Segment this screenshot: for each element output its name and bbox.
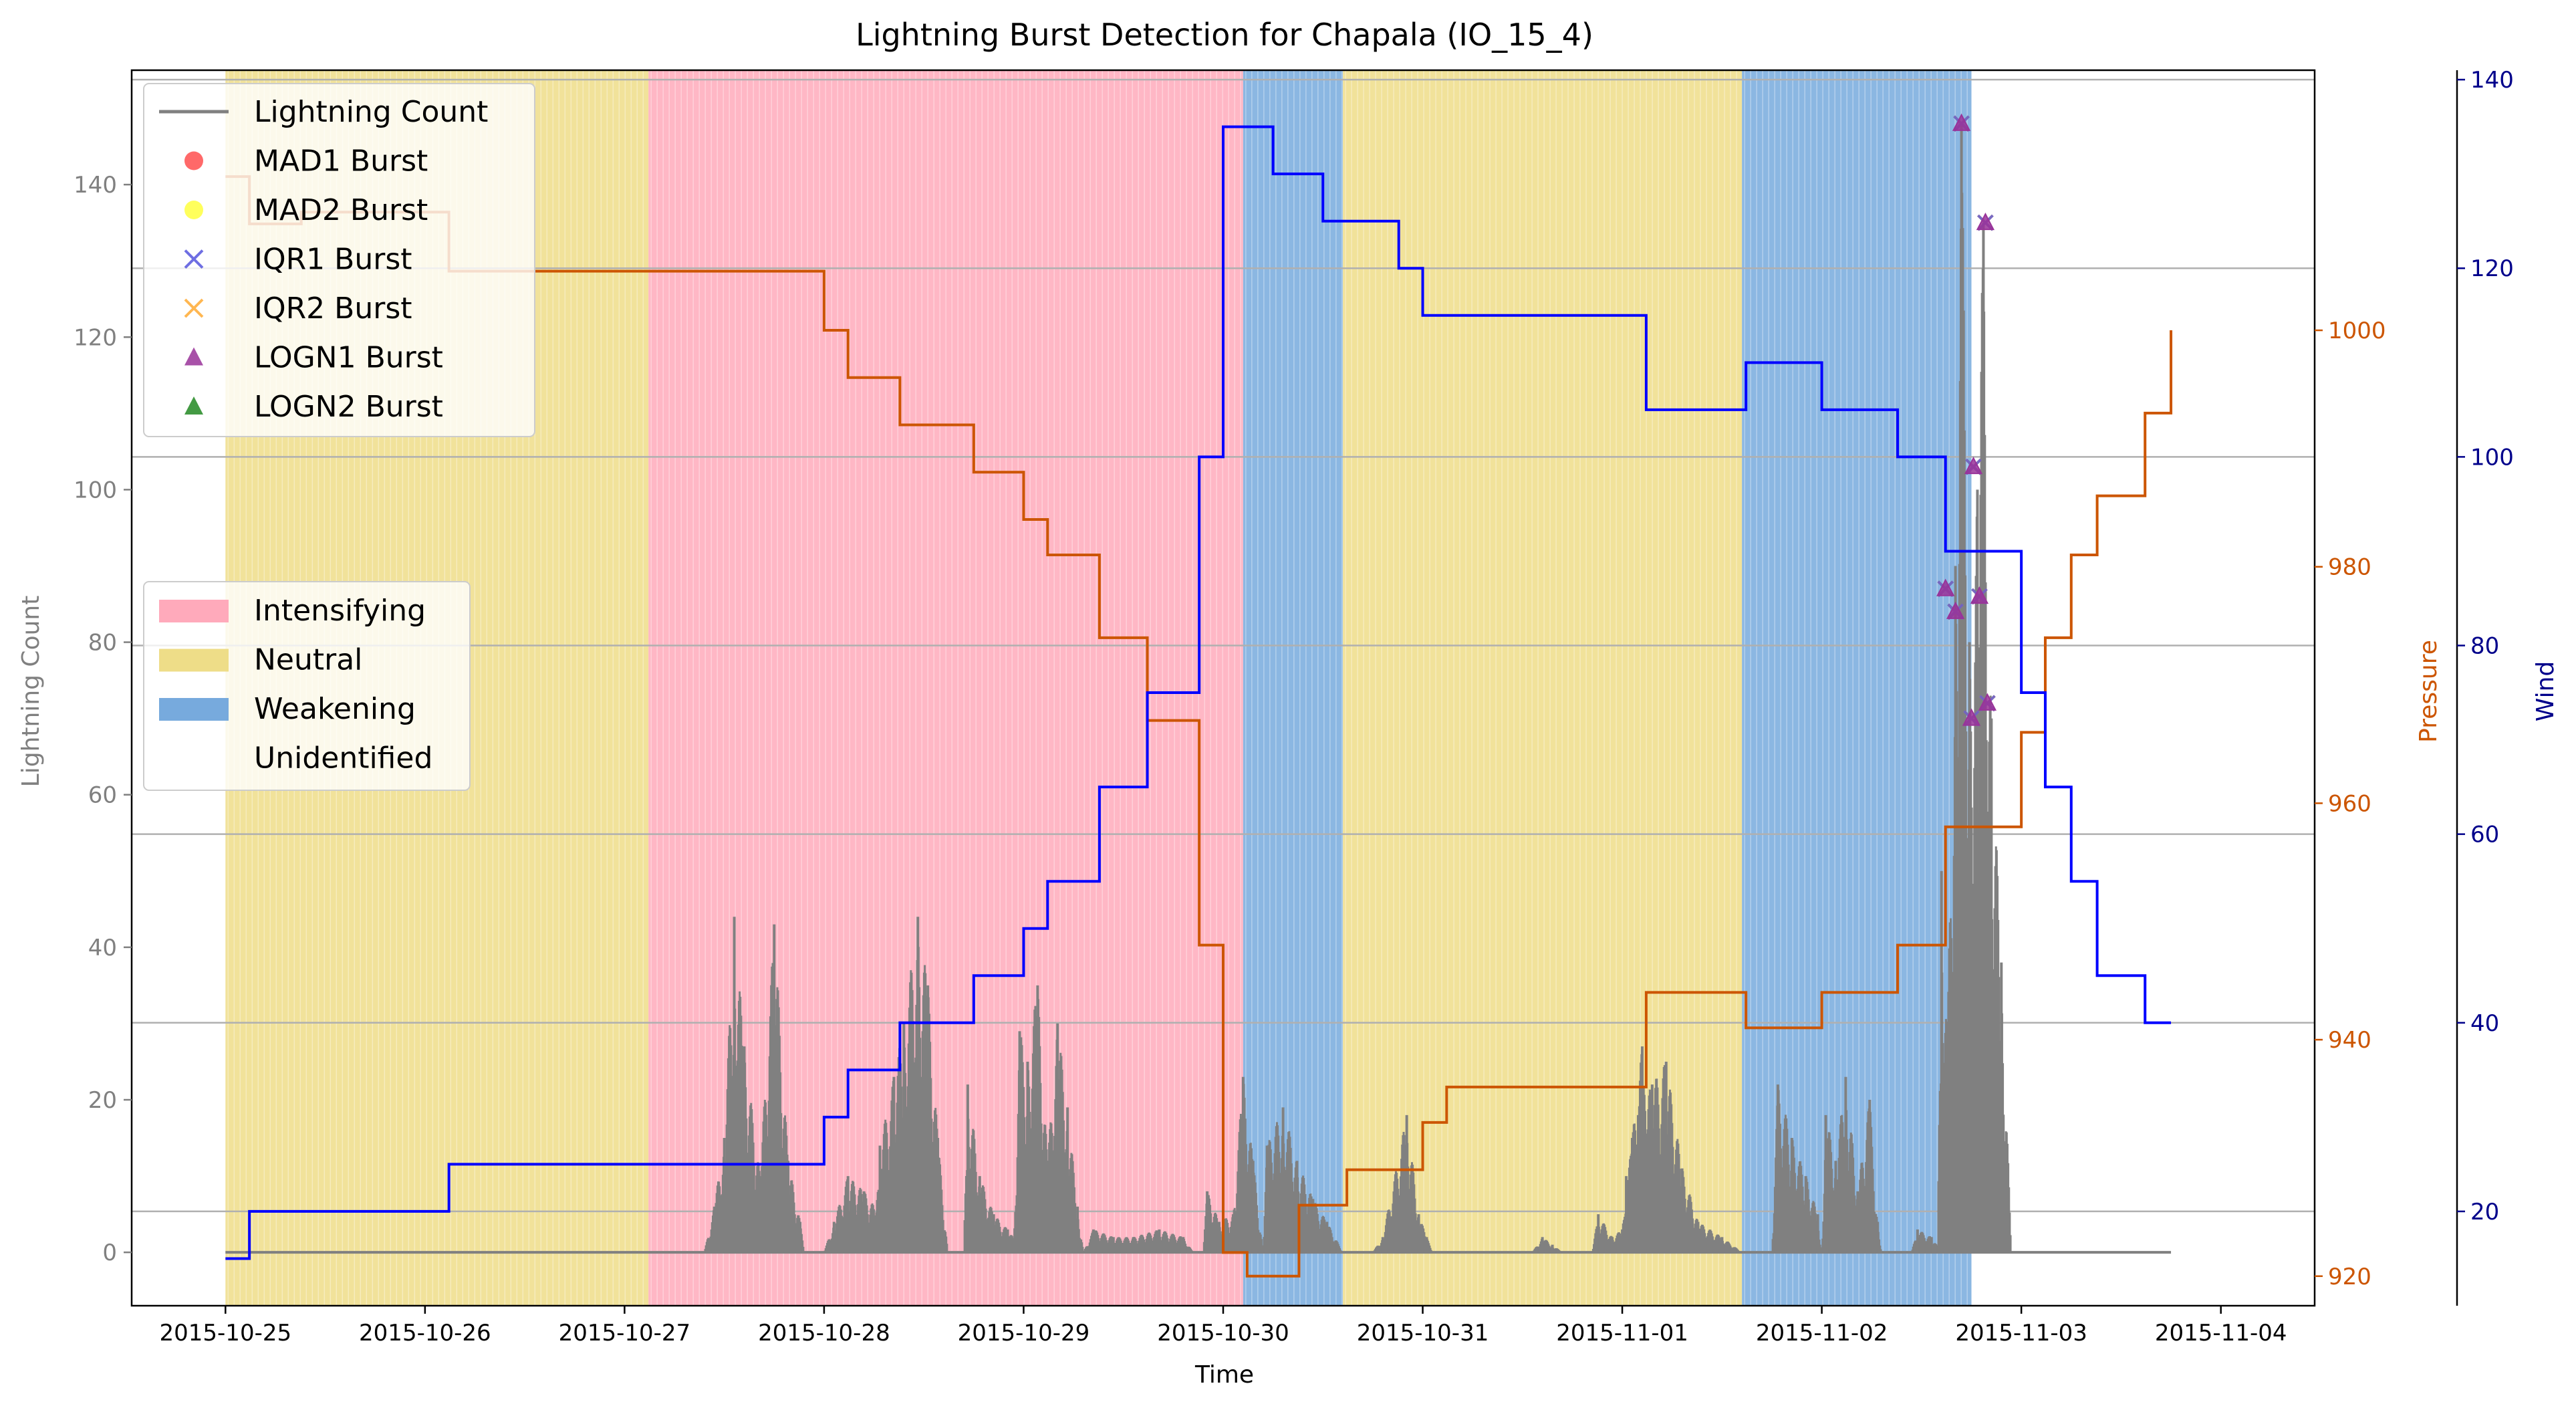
legend-triangle-swatch — [184, 396, 203, 415]
logn1-burst-marker — [1976, 212, 1995, 231]
logn1-burst-marker — [1936, 578, 1955, 596]
legend-triangle-swatch — [184, 347, 203, 366]
pressure-tick-label: 1000 — [2328, 318, 2386, 344]
legend-label: IQR1 Burst — [254, 243, 412, 277]
x-axis-label: Time — [1194, 1361, 1254, 1389]
stage-band-weakening — [1742, 70, 1972, 1306]
legend-box — [143, 581, 471, 791]
wind-tick-label: 60 — [2470, 822, 2499, 848]
left-tick-label: 20 — [88, 1087, 117, 1114]
x-tick-label: 2015-10-28 — [758, 1320, 890, 1346]
legend-x-swatch — [184, 249, 204, 269]
logn1-burst-marker — [1952, 113, 1971, 131]
left-axis-label: Lightning Count — [17, 596, 45, 788]
x-tick-label: 2015-11-04 — [2155, 1320, 2287, 1346]
stage-band-neutral — [1343, 70, 1743, 1306]
x-tick-label: 2015-11-01 — [1556, 1320, 1688, 1346]
legend-label: LOGN2 Burst — [254, 390, 443, 424]
wind-tick-label: 140 — [2470, 67, 2514, 94]
wind-tick-label: 20 — [2470, 1199, 2499, 1225]
logn1-burst-marker — [1970, 586, 1989, 604]
left-tick-label: 0 — [102, 1240, 117, 1266]
legend-stage-swatch — [159, 698, 229, 721]
pressure-tick-label: 920 — [2328, 1264, 2371, 1290]
left-tick-label: 120 — [74, 324, 117, 351]
left-tick-label: 140 — [74, 172, 117, 199]
x-tick-label: 2015-10-29 — [958, 1320, 1090, 1346]
axes: 2015-10-25 2015-10-26 2015-10-27 2015-10-28… — [74, 67, 2514, 1346]
wind-line — [225, 125, 2172, 1260]
x-tick-label: 2015-10-25 — [160, 1320, 292, 1346]
logn1-burst-marker — [1978, 693, 1997, 711]
wind-axis-label: Wind — [2532, 661, 2559, 721]
legend-label: Intensifying — [254, 594, 426, 628]
legend-label: MAD2 Burst — [254, 193, 428, 227]
pressure-axis-label: Pressure — [2415, 640, 2442, 743]
legend-bursts: Lightning Count MAD1 Burst MAD2 Burst IQR1 … — [143, 83, 535, 437]
burst-markers — [1936, 113, 1997, 727]
pressure-tick-label: 960 — [2328, 790, 2371, 817]
legend-box — [143, 83, 535, 437]
chart-title: Lightning Burst Detection for Chapala (I… — [856, 17, 1593, 53]
wind-series — [225, 125, 2172, 1260]
left-tick-label: 40 — [88, 935, 117, 961]
wind-tick-label: 100 — [2470, 444, 2514, 471]
legend-label: LOGN1 Burst — [254, 341, 443, 375]
stage-band-weakening — [1243, 70, 1343, 1306]
legend-circle-swatch — [184, 151, 203, 170]
legend-label: Neutral — [254, 643, 362, 677]
pressure-tick-label: 940 — [2328, 1027, 2371, 1054]
left-tick-label: 80 — [88, 630, 117, 657]
legend-stage-swatch — [159, 649, 229, 672]
x-tick-label: 2015-10-30 — [1157, 1320, 1289, 1346]
x-tick-label: 2015-11-03 — [1955, 1320, 2087, 1346]
legend-stages: Intensifying Neutral Weakening Unidentified — [143, 581, 471, 791]
wind-tick-label: 80 — [2470, 633, 2499, 660]
legend-circle-swatch — [184, 201, 203, 219]
left-tick-label: 60 — [88, 782, 117, 809]
legend-x-swatch — [184, 298, 204, 318]
legend-stage-swatch — [159, 600, 229, 622]
x-tick-label: 2015-10-31 — [1357, 1320, 1489, 1346]
pressure-series — [225, 175, 2173, 1278]
x-tick-label: 2015-10-26 — [359, 1320, 491, 1346]
logn1-burst-marker — [1962, 708, 1981, 726]
legend-label: Weakening — [254, 692, 416, 726]
legend-label: Lightning Count — [254, 95, 488, 129]
legend-label: IQR2 Burst — [254, 291, 412, 326]
pressure-tick-label: 980 — [2328, 554, 2371, 581]
x-tick-label: 2015-11-02 — [1756, 1320, 1888, 1346]
left-tick-label: 100 — [74, 477, 117, 503]
logn1-burst-marker — [1946, 601, 1965, 619]
stage-band-intensifying — [648, 70, 1243, 1306]
pressure-line — [225, 175, 2173, 1278]
wind-tick-label: 120 — [2470, 255, 2514, 282]
legend-label: MAD1 Burst — [254, 144, 428, 179]
legend-label: Unidentified — [254, 741, 432, 776]
logn1-burst-marker — [1964, 457, 1983, 475]
x-tick-label: 2015-10-27 — [559, 1320, 691, 1346]
lightning-count-series — [225, 123, 2172, 1254]
wind-tick-label: 40 — [2470, 1010, 2499, 1037]
